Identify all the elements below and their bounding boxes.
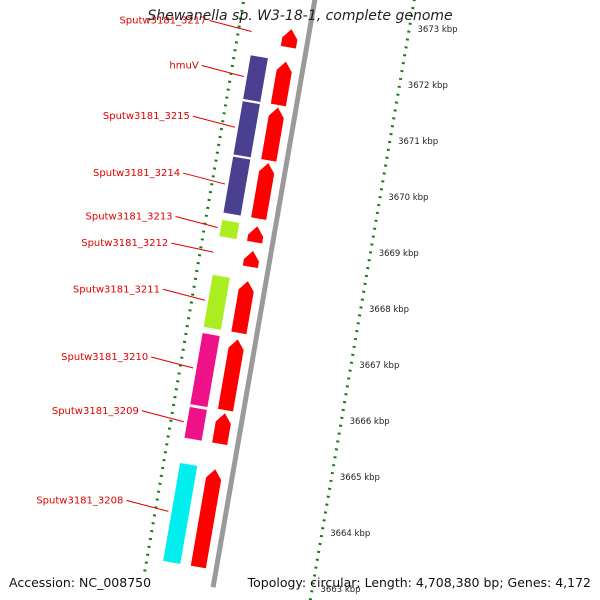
tick-label: 3663 kbp bbox=[321, 585, 361, 595]
magenta-feature-1 bbox=[189, 332, 221, 408]
purple-feature-2 bbox=[232, 100, 261, 159]
tick-label: 3670 kbp bbox=[388, 193, 428, 203]
label-leader bbox=[209, 19, 252, 32]
gene-arrows bbox=[189, 28, 299, 570]
gene-label: Sputw3181_3214 bbox=[93, 168, 180, 179]
label-leader bbox=[192, 115, 236, 128]
gene-arrow bbox=[217, 338, 245, 413]
gene-arrow bbox=[260, 106, 285, 163]
gene-label: Sputw3181_3213 bbox=[86, 211, 173, 222]
gene-arrow bbox=[230, 280, 255, 336]
label-leader bbox=[126, 499, 169, 512]
gene-label: Sputw3181_3212 bbox=[81, 238, 168, 249]
gene-label: Sputw3181_3210 bbox=[61, 352, 148, 363]
cyan-feature-1 bbox=[162, 462, 198, 565]
gene-label: Sputw3181_3209 bbox=[52, 406, 139, 417]
green-feature-1 bbox=[218, 219, 241, 240]
backbone-line bbox=[210, 0, 318, 588]
inner-dotted-ruler bbox=[308, 0, 416, 600]
gene-label: Sputw3181_3211 bbox=[73, 284, 160, 295]
genome-summary-text: Topology: circular; Length: 4,708,380 bp… bbox=[247, 575, 591, 590]
label-leader bbox=[141, 410, 185, 423]
tick-label: 3669 kbp bbox=[379, 249, 419, 259]
tick-label: 3665 kbp bbox=[340, 473, 380, 483]
gene-label: Sputw3181_3215 bbox=[103, 111, 190, 122]
gene-arrow bbox=[189, 468, 222, 570]
tick-label: 3664 kbp bbox=[330, 529, 370, 539]
label-leader bbox=[171, 242, 214, 253]
tick-label: 3672 kbp bbox=[408, 81, 448, 91]
gene-arrow bbox=[279, 28, 299, 50]
green-feature-2 bbox=[202, 274, 231, 331]
tick-label: 3667 kbp bbox=[359, 361, 399, 371]
tick-label: 3671 kbp bbox=[398, 137, 438, 147]
label-leader bbox=[182, 172, 226, 185]
purple-feature-3 bbox=[222, 155, 252, 217]
tick-label: 3666 kbp bbox=[350, 417, 390, 427]
gene-arrow bbox=[246, 225, 264, 245]
label-leader bbox=[151, 356, 194, 369]
accession-text: Accession: NC_008750 bbox=[9, 575, 152, 590]
label-leader bbox=[201, 65, 244, 78]
scale-ticks: 3673 kbp 3672 kbp 3671 kbp 3670 kbp 3669 kbp… bbox=[321, 25, 458, 595]
magenta-feature-2 bbox=[183, 406, 208, 442]
feature-blocks bbox=[162, 54, 269, 565]
gene-arrow bbox=[241, 249, 260, 269]
tick-label: 3668 kbp bbox=[369, 305, 409, 315]
gene-arrow bbox=[211, 412, 232, 446]
backbone-arc bbox=[210, 0, 335, 591]
gene-label: Sputw3181_3208 bbox=[36, 495, 123, 506]
tick-label: 3673 kbp bbox=[418, 25, 458, 35]
gene-arrow bbox=[250, 161, 275, 221]
label-leaders bbox=[126, 19, 252, 512]
backbone-band bbox=[210, 0, 335, 591]
gene-label: hmuV bbox=[169, 61, 198, 72]
label-leader bbox=[175, 215, 218, 228]
gene-label: Sputw3181_3217 bbox=[119, 15, 206, 26]
gene-labels: Sputw3181_3217 hmuV Sputw3181_3215 Sputw318… bbox=[36, 15, 206, 506]
purple-feature-1 bbox=[242, 54, 269, 103]
label-leader bbox=[162, 288, 206, 301]
gene-arrow bbox=[269, 60, 293, 108]
genome-title: Shewanella sp. W3-18-1, complete genome bbox=[147, 8, 453, 24]
